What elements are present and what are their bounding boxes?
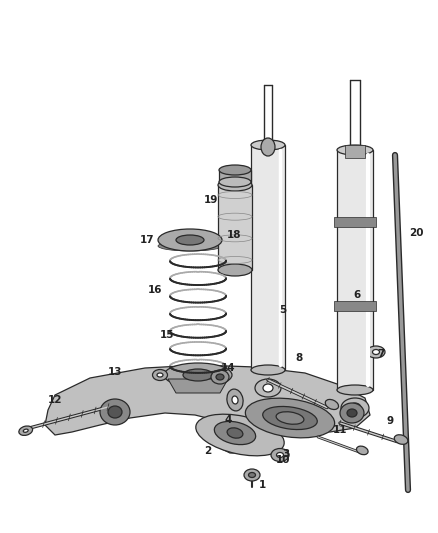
Ellipse shape [263, 407, 317, 430]
Polygon shape [218, 185, 252, 270]
Ellipse shape [183, 369, 213, 381]
Polygon shape [345, 145, 365, 158]
Ellipse shape [394, 435, 408, 445]
Text: 13: 13 [108, 367, 122, 377]
Ellipse shape [227, 428, 243, 438]
Ellipse shape [367, 346, 385, 358]
Ellipse shape [251, 140, 285, 150]
Ellipse shape [214, 422, 256, 445]
Text: 19: 19 [204, 195, 218, 205]
Polygon shape [45, 365, 370, 453]
Text: 14: 14 [221, 363, 235, 373]
Ellipse shape [218, 179, 252, 191]
Text: 4: 4 [224, 415, 232, 425]
Ellipse shape [19, 426, 32, 435]
Polygon shape [168, 379, 228, 393]
Text: 17: 17 [140, 235, 154, 245]
Ellipse shape [196, 414, 284, 456]
Ellipse shape [219, 165, 251, 175]
Ellipse shape [357, 446, 368, 455]
Ellipse shape [158, 229, 222, 251]
Ellipse shape [108, 406, 122, 418]
Ellipse shape [341, 398, 369, 418]
Text: 15: 15 [160, 330, 174, 340]
Polygon shape [334, 217, 376, 227]
Polygon shape [219, 170, 251, 182]
Ellipse shape [157, 373, 163, 377]
Ellipse shape [211, 370, 229, 384]
Ellipse shape [23, 429, 28, 432]
Ellipse shape [372, 350, 379, 354]
Ellipse shape [325, 399, 339, 409]
Ellipse shape [218, 264, 252, 276]
Ellipse shape [347, 409, 357, 417]
Text: 11: 11 [333, 425, 347, 435]
Ellipse shape [219, 177, 251, 187]
Ellipse shape [100, 399, 130, 425]
Text: 16: 16 [148, 285, 162, 295]
Ellipse shape [248, 472, 255, 478]
Ellipse shape [340, 403, 364, 423]
Text: 3: 3 [283, 449, 290, 459]
Ellipse shape [349, 403, 361, 413]
Text: 8: 8 [295, 353, 303, 363]
Text: 6: 6 [353, 290, 360, 300]
Ellipse shape [263, 384, 273, 392]
Text: 18: 18 [227, 230, 241, 240]
Text: 9: 9 [386, 416, 394, 426]
Text: 1: 1 [258, 480, 265, 490]
Ellipse shape [271, 448, 289, 462]
Ellipse shape [216, 374, 224, 380]
Polygon shape [251, 145, 285, 370]
Ellipse shape [158, 241, 222, 251]
Text: 5: 5 [279, 305, 286, 315]
Ellipse shape [164, 377, 232, 389]
Text: 12: 12 [48, 395, 62, 405]
Text: 10: 10 [276, 455, 290, 465]
Polygon shape [334, 301, 376, 311]
Ellipse shape [227, 389, 243, 411]
Text: 20: 20 [409, 228, 423, 238]
Ellipse shape [337, 385, 373, 395]
Ellipse shape [337, 145, 373, 155]
Ellipse shape [176, 235, 204, 245]
Ellipse shape [261, 138, 275, 156]
Ellipse shape [251, 365, 285, 375]
Ellipse shape [164, 363, 232, 387]
Ellipse shape [276, 453, 283, 457]
Text: 7: 7 [377, 349, 385, 359]
Ellipse shape [245, 398, 335, 438]
Text: 2: 2 [205, 446, 212, 456]
Ellipse shape [232, 396, 238, 404]
Ellipse shape [255, 379, 281, 397]
Ellipse shape [276, 412, 304, 424]
Ellipse shape [244, 469, 260, 481]
Polygon shape [337, 150, 373, 390]
Ellipse shape [152, 369, 167, 381]
